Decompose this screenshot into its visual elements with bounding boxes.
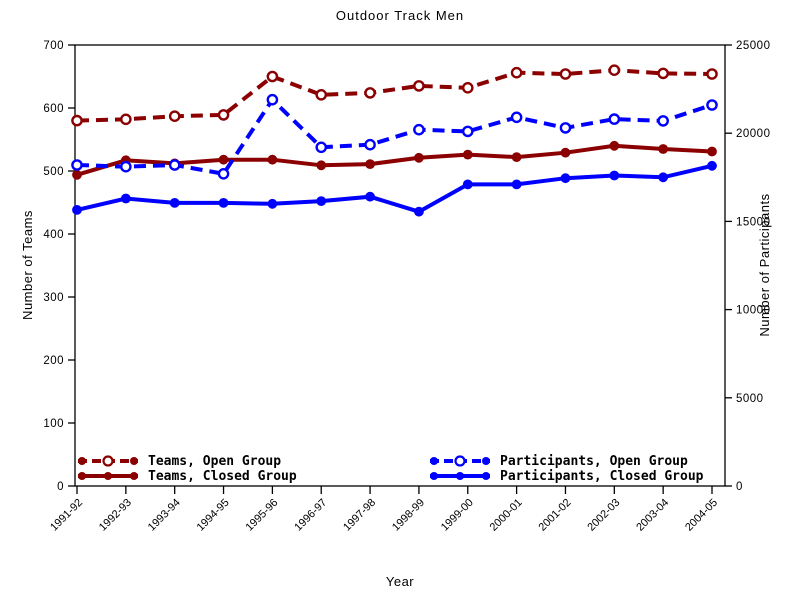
left-tick-label: 400 [43, 229, 64, 241]
left-axis-ticks: 0 100 200 300 400 500 600 700 [43, 40, 75, 493]
x-tick-label: 2004-05 [683, 497, 720, 534]
right-tick-label: 0 [736, 481, 743, 493]
x-tick-label: 2000-01 [488, 497, 525, 534]
x-axis-title: Year [385, 574, 415, 589]
legend-item-participants-closed: Participants, Closed Group [428, 468, 704, 484]
left-tick-label: 200 [43, 355, 64, 367]
x-tick-label: 1999-00 [439, 497, 476, 534]
legend-label-teams-closed: Teams, Closed Group [148, 468, 297, 484]
x-tick-label: 2001-02 [537, 497, 574, 534]
x-tick-label: 2003-04 [634, 497, 671, 534]
left-tick-label: 100 [43, 418, 64, 430]
right-tick-label: 20000 [736, 128, 770, 140]
legend-label-teams-open: Teams, Open Group [148, 453, 282, 469]
right-tick-label: 10000 [736, 305, 770, 317]
teams-open-marker-icon [76, 455, 140, 467]
x-tick-label: 1994-95 [195, 497, 232, 534]
right-axis-title: Number of Participants [757, 193, 772, 337]
left-tick-label: 0 [57, 481, 64, 493]
right-tick-label: 5000 [736, 393, 764, 405]
legend-item-participants-open: Participants, Open Group [428, 453, 688, 469]
x-tick-label: 1997-98 [341, 497, 378, 534]
left-tick-label: 300 [43, 292, 64, 304]
right-tick-label: 25000 [736, 40, 770, 52]
teams-closed-marker-icon [76, 470, 140, 482]
legend-item-teams-closed: Teams, Closed Group [76, 468, 297, 484]
legend-label-participants-open: Participants, Open Group [500, 453, 688, 469]
x-axis-ticks: 1991-92 1992-93 1993-94 1994-95 1995-96 1996-… [48, 486, 720, 534]
chart-title: Outdoor Track Men [335, 8, 465, 23]
series-2 [71, 93, 718, 180]
participants-closed-marker-icon [428, 470, 492, 482]
legend-label-participants-closed: Participants, Closed Group [500, 468, 704, 484]
left-axis-title: Number of Teams [20, 210, 35, 320]
x-tick-label: 1995-96 [243, 497, 280, 534]
series-0 [71, 64, 718, 127]
x-tick-label: 1996-97 [292, 497, 329, 534]
x-tick-label: 1998-99 [390, 497, 427, 534]
right-axis-ticks: 0 5000 10000 15000 20000 25000 [725, 40, 770, 493]
series-1 [72, 140, 717, 180]
plot-frame [74, 44, 726, 487]
x-tick-label: 1992-93 [97, 497, 134, 534]
participants-open-marker-icon [428, 455, 492, 467]
left-tick-label: 700 [43, 40, 64, 52]
legend-item-teams-open: Teams, Open Group [76, 453, 282, 469]
right-tick-label: 15000 [736, 216, 770, 228]
series-3 [72, 160, 717, 217]
x-tick-label: 2002-03 [585, 497, 622, 534]
x-tick-label: 1993-94 [146, 497, 183, 534]
left-tick-label: 600 [43, 103, 64, 115]
left-tick-label: 500 [43, 166, 64, 178]
x-tick-label: 1991-92 [48, 497, 85, 534]
